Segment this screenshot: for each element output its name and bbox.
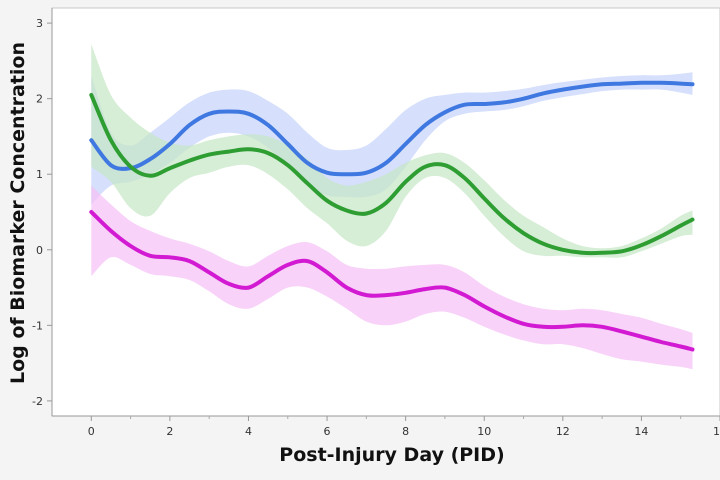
x-tick-label: 8 (402, 425, 409, 438)
confidence-band-2 (91, 44, 693, 258)
confidence-band-3 (91, 185, 693, 370)
x-tick-label: 6 (324, 425, 331, 438)
x-tick-label: 4 (245, 425, 252, 438)
series-line-3 (89, 210, 695, 352)
x-axis-title: Post-Injury Day (PID) (279, 444, 504, 466)
x-axis-ticks: 0 2 4 6 8 10 12 14 16 (88, 416, 720, 438)
series-lines (89, 80, 695, 352)
y-tick-label: -1 (32, 319, 43, 332)
x-tick-label: 14 (634, 425, 648, 438)
series-line-2 (89, 92, 695, 256)
confidence-band-1 (91, 72, 693, 205)
y-tick-label: 0 (36, 244, 43, 257)
x-tick-label: 12 (556, 425, 570, 438)
x-tick-label: 10 (477, 425, 491, 438)
y-tick-label: 3 (36, 17, 43, 30)
x-tick-label: 16 (713, 425, 720, 438)
x-tick-label: 0 (88, 425, 95, 438)
y-tick-label: 1 (36, 168, 43, 181)
y-axis-title: Log of Biomarker Concentration (7, 42, 29, 384)
y-tick-label: 2 (36, 93, 43, 106)
series-line-1 (89, 80, 695, 177)
confidence-bands (91, 44, 693, 370)
x-tick-label: 2 (166, 425, 173, 438)
y-tick-label: -2 (32, 395, 43, 408)
y-axis-ticks: -2 -1 0 1 2 3 (32, 17, 52, 408)
